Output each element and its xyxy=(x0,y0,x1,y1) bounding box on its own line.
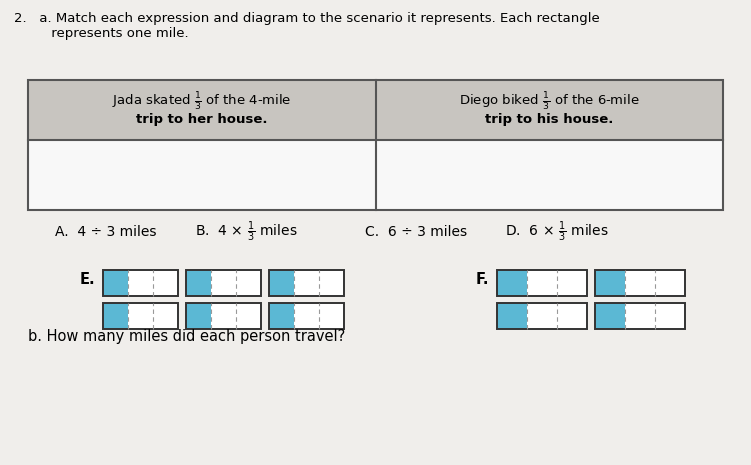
Text: E.: E. xyxy=(80,272,95,287)
Text: C.  6 ÷ 3 miles: C. 6 ÷ 3 miles xyxy=(365,225,467,239)
Bar xyxy=(103,303,128,329)
Bar xyxy=(153,303,178,329)
Bar xyxy=(625,303,655,329)
Bar xyxy=(595,270,685,296)
Bar xyxy=(128,270,153,296)
Bar xyxy=(595,270,625,296)
Bar xyxy=(294,303,319,329)
Bar xyxy=(625,270,655,296)
Bar xyxy=(236,303,261,329)
Bar xyxy=(269,303,344,329)
Bar xyxy=(186,270,261,296)
Text: b. How many miles did each person travel?: b. How many miles did each person travel… xyxy=(28,330,345,345)
Text: F.: F. xyxy=(476,272,490,287)
Bar xyxy=(497,303,527,329)
Bar xyxy=(319,270,344,296)
Bar xyxy=(376,80,723,140)
Text: Diego biked $\frac{1}{3}$ of the 6-mile: Diego biked $\frac{1}{3}$ of the 6-mile xyxy=(459,91,640,113)
Text: trip to her house.: trip to her house. xyxy=(136,113,267,126)
Bar xyxy=(28,80,723,210)
Bar xyxy=(269,270,294,296)
Bar xyxy=(557,303,587,329)
Bar xyxy=(655,303,685,329)
Text: Jada skated $\frac{1}{3}$ of the 4-mile: Jada skated $\frac{1}{3}$ of the 4-mile xyxy=(112,91,291,113)
Bar xyxy=(497,270,587,296)
Bar xyxy=(28,80,723,210)
Bar xyxy=(269,270,344,296)
Text: A.  4 ÷ 3 miles: A. 4 ÷ 3 miles xyxy=(55,225,156,239)
Bar xyxy=(319,303,344,329)
Bar xyxy=(186,303,211,329)
Bar xyxy=(186,303,261,329)
Bar xyxy=(497,270,527,296)
Bar xyxy=(28,80,376,140)
Bar xyxy=(128,303,153,329)
Bar xyxy=(103,270,128,296)
Bar xyxy=(595,303,685,329)
Text: trip to his house.: trip to his house. xyxy=(485,113,614,126)
Bar xyxy=(103,270,178,296)
Bar xyxy=(211,270,236,296)
Bar xyxy=(497,303,587,329)
Text: 2.   a. Match each expression and diagram to the scenario it represents. Each re: 2. a. Match each expression and diagram … xyxy=(14,12,600,25)
Bar xyxy=(527,270,557,296)
Bar xyxy=(527,303,557,329)
Bar xyxy=(269,303,294,329)
Bar xyxy=(103,303,178,329)
Text: B.  4 × $\frac{1}{3}$ miles: B. 4 × $\frac{1}{3}$ miles xyxy=(195,220,297,244)
Text: D.  6 × $\frac{1}{3}$ miles: D. 6 × $\frac{1}{3}$ miles xyxy=(505,220,609,244)
Bar xyxy=(153,270,178,296)
Bar xyxy=(211,303,236,329)
Bar xyxy=(655,270,685,296)
Bar xyxy=(294,270,319,296)
Text: represents one mile.: represents one mile. xyxy=(30,27,189,40)
Bar xyxy=(186,270,211,296)
Bar xyxy=(595,303,625,329)
Bar xyxy=(236,270,261,296)
Bar xyxy=(557,270,587,296)
